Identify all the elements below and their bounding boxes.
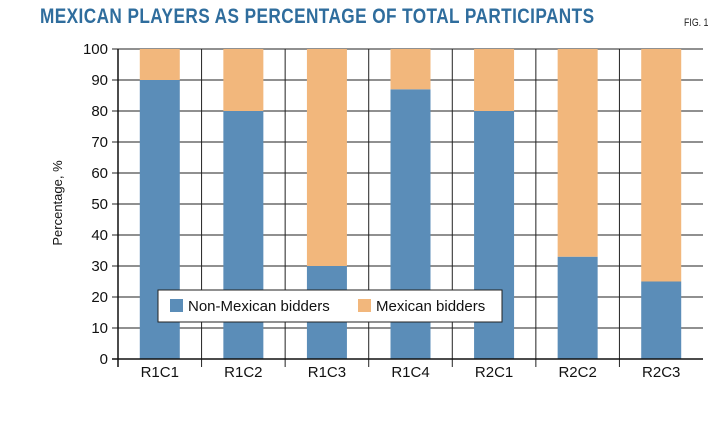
y-tick-label: 30 [91, 258, 108, 275]
x-tick-label: R1C3 [308, 364, 346, 381]
x-tick-label: R2C1 [475, 364, 513, 381]
y-axis-label: Percentage, % [50, 160, 65, 246]
legend: Non-Mexican bidders Mexican bidders [157, 289, 503, 323]
y-tick-label: 100 [83, 41, 108, 58]
y-tick-label: 60 [91, 165, 108, 182]
bar-mexican-r1c3 [306, 49, 347, 266]
chart-title: MEXICAN PLAYERS AS PERCENTAGE OF TOTAL P… [40, 5, 595, 28]
x-tick-label: R2C3 [642, 364, 680, 381]
x-tick-label: R1C4 [391, 364, 429, 381]
y-tick-label: 10 [91, 320, 108, 337]
legend-swatch [358, 299, 371, 312]
bar-non-mexican-r2c3 [641, 281, 682, 359]
figure-label: FIG. 1 [684, 17, 709, 29]
legend-box [157, 289, 503, 323]
bar-mexican-r1c2 [223, 49, 264, 111]
y-tick-label: 70 [91, 134, 108, 151]
y-tick-label: 0 [100, 351, 108, 368]
axes [112, 48, 703, 367]
y-tick-label: 40 [91, 227, 108, 244]
bar-mexican-r2c2 [557, 49, 598, 257]
y-tick-labels: 0 10 20 30 40 50 60 70 80 90 100 [83, 41, 108, 368]
bar-mexican-r1c1 [139, 49, 180, 80]
bar-mexican-r2c1 [474, 49, 515, 111]
legend-label: Non-Mexican bidders [188, 298, 330, 315]
bar-mexican-r2c3 [641, 49, 682, 282]
y-tick-label: 50 [91, 196, 108, 213]
x-tick-labels: R1C1 R1C2 R1C3 R1C4 R2C1 R2C2 R2C3 [141, 364, 681, 381]
y-tick-label: 20 [91, 289, 108, 306]
legend-swatch [170, 299, 183, 312]
bar-non-mexican-r2c2 [557, 256, 598, 359]
legend-label: Mexican bidders [376, 298, 485, 315]
x-tick-label: R2C2 [558, 364, 596, 381]
x-tick-label: R1C1 [141, 364, 179, 381]
x-tick-label: R1C2 [224, 364, 262, 381]
y-tick-label: 90 [91, 72, 108, 89]
bar-mexican-r1c4 [390, 49, 431, 90]
y-tick-label: 80 [91, 103, 108, 120]
